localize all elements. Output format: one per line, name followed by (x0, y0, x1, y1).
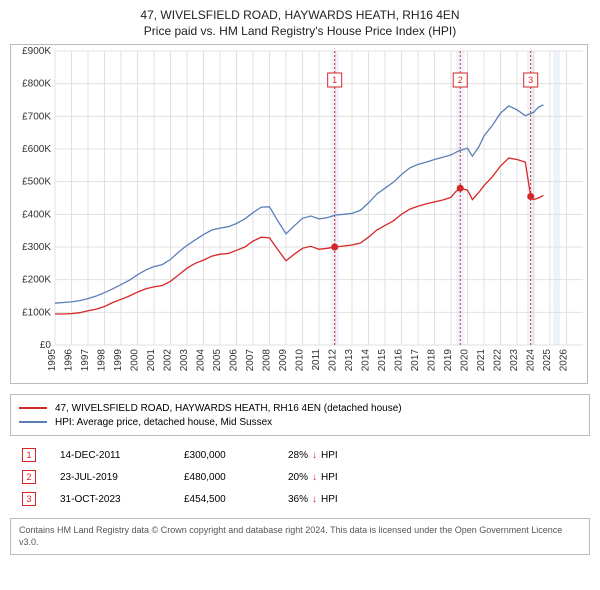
event-row: 2 23-JUL-2019 £480,000 20%↓HPI (10, 466, 590, 488)
x-tick-label: 2020 (460, 349, 471, 372)
event-delta: 20%↓HPI (288, 472, 338, 483)
chart-subtitle: Price paid vs. HM Land Registry's House … (10, 24, 590, 38)
legend-label: HPI: Average price, detached house, Mid … (55, 417, 272, 428)
event-num-box: 3 (22, 492, 36, 506)
event-price: £454,500 (184, 494, 264, 505)
x-tick-label: 2005 (212, 349, 223, 372)
y-tick-label: £300K (22, 242, 51, 253)
x-tick-label: 1996 (64, 349, 75, 372)
x-tick-label: 2014 (361, 349, 372, 372)
y-tick-label: £700K (22, 111, 51, 122)
x-tick-label: 2000 (130, 349, 141, 372)
event-marker-num: 2 (458, 75, 463, 85)
x-tick-label: 1995 (47, 349, 58, 372)
event-delta: 36%↓HPI (288, 494, 338, 505)
x-tick-label: 2025 (542, 349, 553, 372)
x-tick-label: 2015 (377, 349, 388, 372)
x-tick-label: 2018 (427, 349, 438, 372)
x-tick-label: 2022 (493, 349, 504, 372)
event-row: 1 14-DEC-2011 £300,000 28%↓HPI (10, 444, 590, 466)
x-tick-label: 2023 (509, 349, 520, 372)
x-tick-label: 2002 (163, 349, 174, 372)
arrow-down-icon: ↓ (312, 494, 317, 505)
legend-item: HPI: Average price, detached house, Mid … (19, 415, 581, 429)
x-tick-label: 2026 (559, 349, 570, 372)
event-date: 14-DEC-2011 (60, 450, 160, 461)
event-price: £300,000 (184, 450, 264, 461)
x-tick-label: 2007 (245, 349, 256, 372)
event-marker-num: 1 (332, 75, 337, 85)
y-tick-label: £100K (22, 307, 51, 318)
events-table: 1 14-DEC-2011 £300,000 28%↓HPI 2 23-JUL-2019 £… (10, 444, 590, 510)
legend-item: 47, WIVELSFIELD ROAD, HAYWARDS HEATH, RH… (19, 401, 581, 415)
series-line (55, 105, 543, 303)
event-row: 3 31-OCT-2023 £454,500 36%↓HPI (10, 488, 590, 510)
x-tick-label: 1999 (113, 349, 124, 372)
y-tick-label: £500K (22, 177, 51, 188)
x-tick-label: 2006 (229, 349, 240, 372)
x-tick-label: 2017 (410, 349, 421, 372)
x-tick-label: 2016 (394, 349, 405, 372)
x-tick-label: 2019 (443, 349, 454, 372)
x-tick-label: 2001 (146, 349, 157, 372)
event-num-box: 1 (22, 448, 36, 462)
x-tick-label: 2024 (526, 349, 537, 372)
event-date: 23-JUL-2019 (60, 472, 160, 483)
x-tick-label: 2009 (278, 349, 289, 372)
x-tick-label: 2010 (295, 349, 306, 372)
event-delta: 28%↓HPI (288, 450, 338, 461)
y-tick-label: £800K (22, 79, 51, 90)
legend-swatch (19, 421, 47, 423)
x-tick-label: 1997 (80, 349, 91, 372)
footnote: Contains HM Land Registry data © Crown c… (10, 518, 590, 555)
event-marker-num: 3 (528, 75, 533, 85)
chart-title: 47, WIVELSFIELD ROAD, HAYWARDS HEATH, RH… (10, 8, 590, 22)
arrow-down-icon: ↓ (312, 450, 317, 461)
event-price: £480,000 (184, 472, 264, 483)
arrow-down-icon: ↓ (312, 472, 317, 483)
legend: 47, WIVELSFIELD ROAD, HAYWARDS HEATH, RH… (10, 394, 590, 436)
event-date: 31-OCT-2023 (60, 494, 160, 505)
x-tick-label: 2021 (476, 349, 487, 372)
x-tick-label: 2008 (262, 349, 273, 372)
y-tick-label: £900K (22, 46, 51, 57)
y-tick-label: £200K (22, 275, 51, 286)
x-tick-label: 2004 (196, 349, 207, 372)
x-tick-label: 2013 (344, 349, 355, 372)
y-tick-label: £600K (22, 144, 51, 155)
chart-area: £0£100K£200K£300K£400K£500K£600K£700K£80… (10, 44, 588, 384)
legend-label: 47, WIVELSFIELD ROAD, HAYWARDS HEATH, RH… (55, 403, 402, 414)
x-tick-label: 2003 (179, 349, 190, 372)
line-chart: £0£100K£200K£300K£400K£500K£600K£700K£80… (11, 45, 589, 385)
x-tick-label: 1998 (97, 349, 108, 372)
legend-swatch (19, 407, 47, 409)
event-num-box: 2 (22, 470, 36, 484)
x-tick-label: 2011 (311, 349, 322, 371)
x-tick-label: 2012 (328, 349, 339, 372)
y-tick-label: £400K (22, 209, 51, 220)
price-band (553, 51, 560, 345)
